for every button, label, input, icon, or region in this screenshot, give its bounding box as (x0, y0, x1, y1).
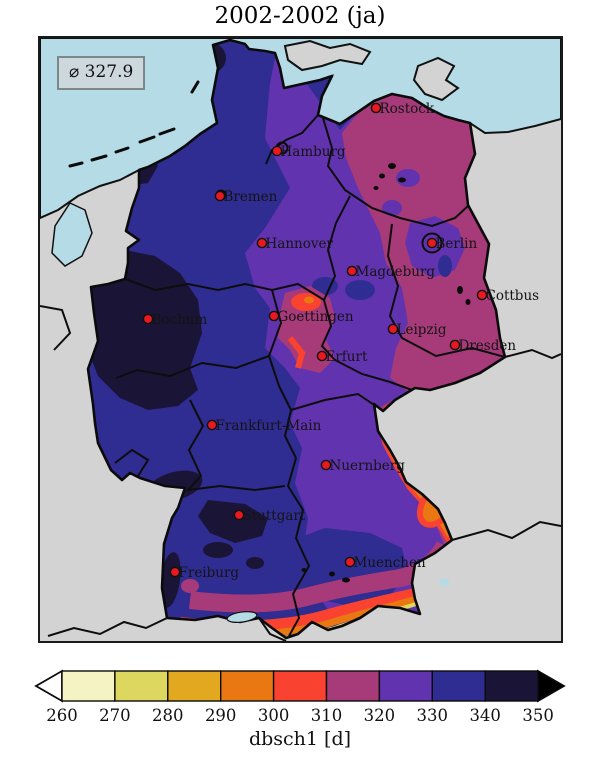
city-label-cottbus: Cottbus (486, 288, 540, 304)
city-label-muenchen: Muenchen (354, 555, 426, 571)
map-panel: Rostock Hamburg Bremen Hannover BerlinMagdeb… (38, 36, 563, 643)
colorbar-tick-260: 260 (46, 706, 78, 725)
colorbar-under-arrow (36, 671, 62, 701)
magenta-spot-freiburg (181, 579, 199, 593)
city-label-magdeburg: Magdeburg (356, 264, 436, 280)
fill-340-350-bw-small (203, 542, 233, 558)
city-label-hamburg: Hamburg (281, 144, 346, 160)
city-label-bremen: Bremen (224, 189, 278, 205)
colorbar-tick-310: 310 (311, 706, 343, 725)
colorbar-cell-340-350 (485, 671, 538, 701)
colorbar-cell-310-320 (327, 671, 380, 701)
darkblue-blob-2 (345, 280, 375, 300)
city-label-dresden: Dresden (459, 338, 517, 354)
city-label-leipzig: Leipzig (397, 322, 447, 338)
page-title: 2002-2002 (ja) (0, 3, 600, 29)
colorbar-axis-label: dbsch1 [d] (0, 728, 600, 750)
colorbar-cell-270-280 (115, 671, 168, 701)
colorbar-cells (62, 671, 538, 701)
colorbar-tick-350: 350 (522, 706, 554, 725)
city-label-frankfurt-main: Frankfurt-Main (216, 418, 322, 434)
colorbar: 260 270 280 290 300 310 320 330 340 350 (0, 660, 600, 726)
figure: 2002-2002 (ja) (0, 0, 600, 780)
city-label-erfurt: Erfurt (326, 349, 368, 365)
colorbar-tick-340: 340 (469, 706, 501, 725)
chiemsee-lake (440, 579, 449, 586)
colorbar-cell-260-270 (62, 671, 115, 701)
average-value-badge: ⌀ 327.9 (57, 56, 145, 90)
city-label-stuttgart: Stuttgart (243, 508, 306, 524)
city-label-rostock: Rostock (380, 101, 435, 117)
colorbar-cell-300-310 (274, 671, 327, 701)
colorbar-over-arrow (538, 671, 564, 701)
orange-pocket-goettingen (304, 297, 314, 304)
colorbar-tick-290: 290 (205, 706, 237, 725)
city-label-goettingen: Goettingen (278, 309, 354, 325)
colorbar-cell-320-330 (379, 671, 432, 701)
fill-340-350-bw-small-2 (246, 557, 264, 569)
colorbar-tick-270: 270 (99, 706, 131, 725)
germany-contour-map: Rostock Hamburg Bremen Hannover BerlinMagdeb… (40, 38, 561, 641)
colorbar-cell-280-290 (168, 671, 221, 701)
city-label-nuernberg: Nuernberg (330, 458, 406, 474)
colorbar-tick-280: 280 (152, 706, 184, 725)
city-label-bochum: Bochum (152, 312, 208, 328)
colorbar-tick-labels: 260 270 280 290 300 310 320 330 340 350 (46, 706, 554, 725)
darkblue-blob-3 (438, 255, 452, 277)
city-label-hannover: Hannover (266, 236, 334, 252)
colorbar-tick-320: 320 (364, 706, 396, 725)
city-label-berlin: Berlin (436, 236, 478, 252)
city-label-freiburg: Freiburg (179, 565, 240, 581)
colorbar-cell-290-300 (221, 671, 274, 701)
colorbar-cell-330-340 (432, 671, 485, 701)
colorbar-tick-300: 300 (258, 706, 290, 725)
colorbar-tick-330: 330 (417, 706, 449, 725)
